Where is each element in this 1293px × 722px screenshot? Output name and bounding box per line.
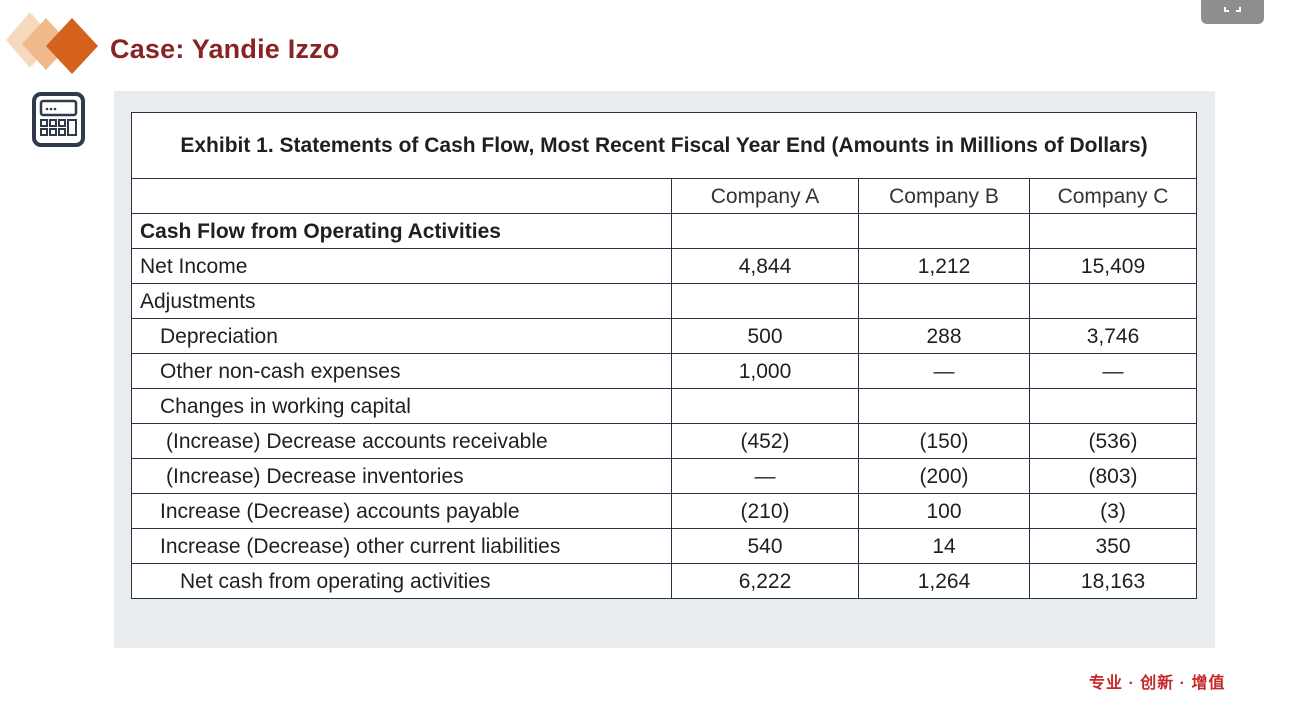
value-cell: 15,409	[1028, 248, 1198, 284]
fullscreen-icon	[1224, 7, 1241, 12]
value-cell	[671, 213, 859, 249]
value-cell: 1,264	[858, 563, 1030, 599]
value-cell: (150)	[858, 423, 1030, 459]
table-row: Changes in working capital	[131, 388, 1198, 424]
value-cell	[1028, 283, 1198, 319]
value-cell: 288	[858, 318, 1030, 354]
value-cell: 1,212	[858, 248, 1030, 284]
value-cell: 350	[1028, 528, 1198, 564]
exhibit-title: Exhibit 1. Statements of Cash Flow, Most…	[130, 112, 1198, 179]
value-cell: 540	[671, 528, 859, 564]
table-row: Cash Flow from Operating Activities	[131, 213, 1198, 249]
table-row: Other non-cash expenses 1,000— —	[131, 353, 1198, 389]
value-cell	[858, 388, 1030, 424]
value-cell: (536)	[1028, 423, 1198, 459]
value-cell	[671, 388, 859, 424]
table-row: Net Income 4,844 1,212 15,409	[131, 248, 1198, 284]
value-cell	[1028, 388, 1198, 424]
value-cell: (3)	[1028, 493, 1198, 529]
value-cell: 3,746	[1028, 318, 1198, 354]
row-label: Depreciation	[131, 318, 672, 354]
row-label: Increase (Decrease) accounts payable	[131, 493, 672, 529]
table-row: Net cash from operating activities 6,222 1…	[131, 563, 1198, 599]
header-blank-cell	[131, 178, 672, 214]
value-cell	[858, 213, 1030, 249]
value-cell: —	[858, 353, 1030, 389]
table-row: (Increase) Decrease inventories — (200) (80…	[131, 458, 1198, 494]
value-cell: —	[1028, 353, 1198, 389]
table-title-row: Exhibit 1. Statements of Cash Flow, Most…	[130, 112, 1198, 179]
value-cell: 4,844	[671, 248, 859, 284]
value-cell: 18,163	[1028, 563, 1198, 599]
table-row: Increase (Decrease) other current liabil…	[131, 528, 1198, 564]
diamond-logo-icon	[6, 12, 98, 74]
value-cell	[671, 283, 859, 319]
value-cell: 1,000	[671, 353, 859, 389]
column-header-company-c: Company C	[1028, 178, 1198, 214]
value-cell: —	[671, 458, 859, 494]
row-label: Cash Flow from Operating Activities	[131, 213, 672, 249]
value-cell: 14	[858, 528, 1030, 564]
value-cell	[858, 283, 1030, 319]
column-header-row: Company A Company B Company C	[131, 178, 1198, 214]
value-cell	[1028, 213, 1198, 249]
value-cell: 500	[671, 318, 859, 354]
calculator-icon[interactable]	[32, 92, 85, 147]
row-label: Net Income	[131, 248, 672, 284]
row-label: Increase (Decrease) other current liabil…	[131, 528, 672, 564]
value-cell: (200)	[858, 458, 1030, 494]
column-header-company-a: Company A	[671, 178, 859, 214]
value-cell: (803)	[1028, 458, 1198, 494]
row-label: Adjustments	[131, 283, 672, 319]
value-cell: (210)	[671, 493, 859, 529]
row-label: (Increase) Decrease accounts receivable	[131, 423, 672, 459]
table-row: Increase (Decrease) accounts payable (210…	[131, 493, 1198, 529]
row-label: Other non-cash expenses	[131, 353, 672, 389]
value-cell: (452)	[671, 423, 859, 459]
table-row: (Increase) Decrease accounts receivable(…	[131, 423, 1198, 459]
row-label: Changes in working capital	[131, 388, 672, 424]
value-cell: 100	[858, 493, 1030, 529]
value-cell: 6,222	[671, 563, 859, 599]
case-title: Case: Yandie Izzo	[110, 34, 340, 64]
column-header-company-b: Company B	[858, 178, 1030, 214]
row-label: (Increase) Decrease inventories	[131, 458, 672, 494]
fullscreen-button[interactable]	[1201, 0, 1264, 24]
cash-flow-table: Exhibit 1. Statements of Cash Flow, Most…	[130, 112, 1198, 599]
table-row: Adjustments	[131, 283, 1198, 319]
row-label: Net cash from operating activities	[131, 563, 672, 599]
footer-slogan: 专业 · 创新 · 增值	[1089, 675, 1226, 692]
table-row: Depreciation 500 288 3,746	[131, 318, 1198, 354]
